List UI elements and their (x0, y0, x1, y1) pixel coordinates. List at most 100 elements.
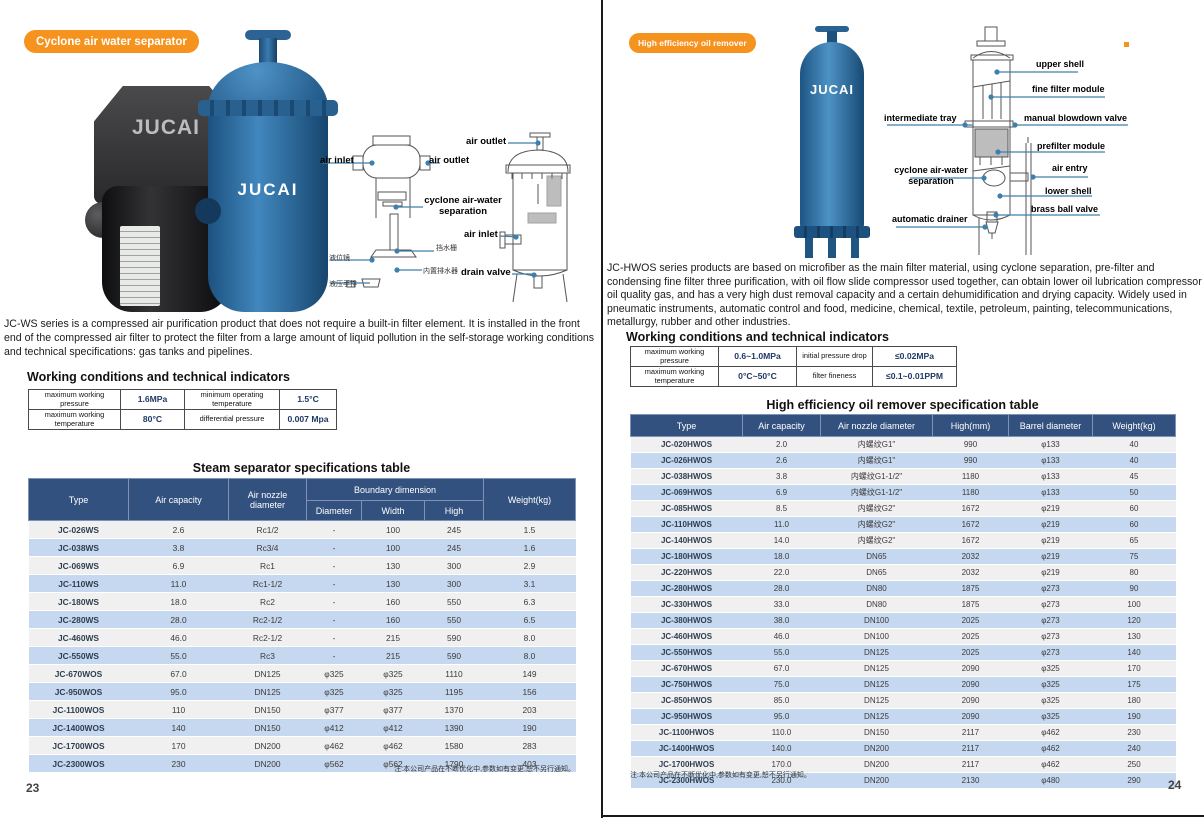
table-cell: JC-280WS (28, 610, 129, 629)
table-cell: 67.0 (742, 660, 821, 677)
bottom-border (602, 815, 1204, 817)
table-cell: 300 (424, 556, 484, 575)
table-row: JC-140HWOS 14.0 内螺纹G2" 1672 φ219 65 (630, 532, 1176, 549)
table-cell: 14.0 (742, 532, 821, 549)
table-cell: Rc3 (228, 646, 307, 665)
table-cell: 3.1 (483, 574, 576, 593)
table-cell: φ133 (1008, 436, 1093, 453)
table-cell: φ377 (361, 700, 425, 719)
table-row: JC-550HWOS 55.0 DN125 2025 φ273 140 (630, 644, 1176, 661)
left-spec-title: Steam separator specifications table (192, 461, 411, 475)
table-cell: 3.8 (742, 468, 821, 485)
diagram-label-fine-filter-module: fine filter module (1032, 84, 1105, 94)
tank-top-valve (815, 26, 849, 32)
table-cell: 230 (1092, 724, 1176, 741)
table-cell: DN65 (820, 548, 933, 565)
diagram-label-built-in-drainer: 内置排水器 (423, 268, 458, 275)
table-row: JC-1400HWOS 140.0 DN200 2117 φ462 240 (630, 740, 1176, 757)
table-cell: JC-460HWOS (630, 628, 743, 645)
table-cell: DN150 (228, 718, 307, 737)
vessel-flange (198, 100, 338, 116)
table-cell: JC-038HWOS (630, 468, 743, 485)
table-cell: 215 (361, 628, 425, 647)
table-cell: Rc2-1/2 (228, 610, 307, 629)
table-row: JC-026WS 2.6 Rc1/2-100 245 1.5 (28, 520, 576, 539)
table-cell: 1.6 (483, 538, 576, 557)
diagram-label-brass-ball-valve: brass ball valve (1031, 204, 1099, 214)
table-cell: φ273 (1008, 596, 1093, 613)
table-cell: 28.0 (128, 610, 229, 629)
table-cell: JC-670WOS (28, 664, 129, 683)
table-cell: JC-180HWOS (630, 548, 743, 565)
table-cell: 130 (361, 556, 425, 575)
right-page-number: 24 (1168, 778, 1182, 792)
table-cell: DN125 (820, 644, 933, 661)
table-cell: 100 (361, 520, 425, 539)
diagram-label-air-entry: air entry (1052, 163, 1088, 173)
table-cell: JC-550WS (28, 646, 129, 665)
table-row: JC-460WS 46.0 Rc2-1/2-215 590 8.0 (28, 628, 576, 647)
table-cell: 190 (1092, 708, 1176, 725)
table-cell: JC-2300HWOS (630, 772, 743, 789)
table-row: JC-670HWOS 67.0 DN125 2090 φ325 170 (630, 660, 1176, 677)
table-cell: DN80 (820, 596, 933, 613)
table-cell: JC-180WS (28, 592, 129, 611)
table-cell: 内螺纹G1-1/2" (820, 468, 933, 485)
table-row: JC-1100HWOS 110.0 DN150 2117 φ462 230 (630, 724, 1176, 741)
left-page-title-badge: Cyclone air water separator (24, 30, 199, 53)
table-row: maximum working temperature 80°C different… (28, 409, 337, 430)
table-cell: DN125 (820, 676, 933, 693)
table-cell: 8.0 (483, 628, 576, 647)
tank-bottom-flange (794, 226, 870, 238)
table-row: JC-380HWOS 38.0 DN100 2025 φ273 120 (630, 612, 1176, 629)
table-cell: JC-069WS (28, 556, 129, 575)
table-cell: 18.0 (742, 548, 821, 565)
vessel-top-knob (245, 30, 291, 40)
table-cell: JC-020HWOS (630, 436, 743, 453)
diagram-label-air-inlet: air inlet (320, 155, 354, 166)
diagram-label-hydraulic-manual-drain: 液压手排 (329, 281, 357, 288)
table-cell: 990 (932, 436, 1009, 453)
table-cell: 8.5 (742, 500, 821, 517)
table-row: maximum working pressure 0.6~1.0MPa initia… (630, 346, 957, 367)
table-cell: JC-1100WOS (28, 700, 129, 719)
table-cell: φ462 (1008, 756, 1093, 773)
table-cell: 2.9 (483, 556, 576, 575)
diagram-label-upper-shell: upper shell (1036, 59, 1085, 69)
table-cell: φ462 (1008, 724, 1093, 741)
table-cell: JC-1700WOS (28, 736, 129, 755)
table-cell: 245 (424, 538, 484, 557)
table-cell: DN125 (228, 682, 307, 701)
table-cell: - (306, 520, 362, 539)
table-cell: 2032 (932, 564, 1009, 581)
table-row: JC-750HWOS 75.0 DN125 2090 φ325 175 (630, 676, 1176, 693)
table-row: JC-1100WOS 110 DN150 φ377 φ377 1370 203 (28, 700, 576, 719)
table-cell: φ325 (306, 664, 362, 683)
table-cell: 95.0 (742, 708, 821, 725)
col-header-high: High (424, 500, 484, 521)
diagram-label-intermediate-tray: intermediate tray (884, 113, 957, 123)
table-cell: 46.0 (128, 628, 229, 647)
table-cell: 300 (424, 574, 484, 593)
table-cell: 8.0 (483, 646, 576, 665)
table-cell: 180 (1092, 692, 1176, 709)
table-row: JC-220HWOS 22.0 DN65 2032 φ219 80 (630, 564, 1176, 581)
left-working-heading: Working conditions and technical indicat… (27, 370, 290, 384)
table-cell: φ325 (1008, 660, 1093, 677)
table-cell: - (306, 556, 362, 575)
table-cell: 1110 (424, 664, 484, 683)
table-cell: φ273 (1008, 644, 1093, 661)
table-cell: 28.0 (742, 580, 821, 597)
table-cell: JC-1400HWOS (630, 740, 743, 757)
table-cell: ≤0.02MPa (872, 346, 957, 367)
table-cell: 2117 (932, 756, 1009, 773)
table-cell: JC-110WS (28, 574, 129, 593)
table-cell: 40 (1092, 452, 1176, 469)
table-cell: DN200 (228, 736, 307, 755)
table-cell: 67.0 (128, 664, 229, 683)
left-page-number: 23 (26, 781, 40, 795)
table-row: JC-180HWOS 18.0 DN65 2032 φ219 75 (630, 548, 1176, 565)
table-cell: DN200 (228, 754, 307, 773)
table-cell: 240 (1092, 740, 1176, 757)
table-cell: 245 (424, 520, 484, 539)
